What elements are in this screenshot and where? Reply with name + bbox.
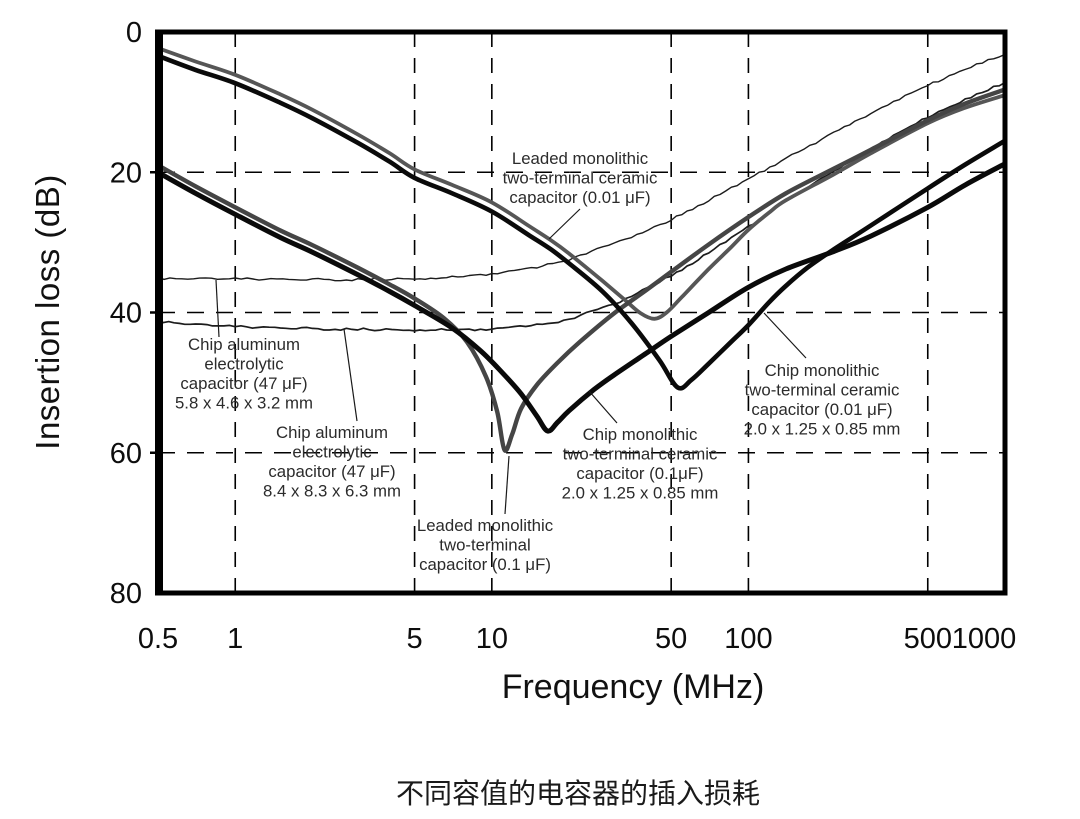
label-chip-001-line-3: capacitor (0.01 μF): [751, 400, 892, 419]
leader-label-chip-001: [763, 312, 807, 359]
tick-label-y-60: 60: [110, 438, 142, 470]
tick-label-x-100: 100: [724, 623, 772, 655]
tick-label-y-80: 80: [110, 578, 142, 610]
label-electro-small-line-3: capacitor (47 μF): [180, 374, 307, 393]
label-electro-small-line-4: 5.8 x 4.6 x 3.2 mm: [175, 394, 313, 413]
label-chip-001-line-4: 2.0 x 1.25 x 0.85 mm: [744, 420, 901, 439]
label-chip-01-line-3: capacitor (0.1μF): [576, 464, 703, 483]
tick-label-x-0.5: 0.5: [138, 623, 178, 655]
label-chip-001-line-1: Chip monolithic: [765, 361, 880, 380]
figure-caption: 不同容值的电容器的插入损耗: [395, 779, 760, 810]
leader-label-leaded-01: [504, 455, 510, 515]
tick-label-x-50: 50: [655, 623, 687, 655]
leader-label-chip-01: [588, 390, 618, 424]
annotation-label-electro-large: Chip aluminum electrolytic capacitor (47 μ…: [263, 423, 401, 501]
curve-electro-small: [160, 54, 1003, 282]
label-leaded-01-line-1: Leaded monolithic: [417, 516, 553, 535]
label-leaded-001-line-3: capacitor (0.01 μF): [509, 188, 650, 207]
tick-label-x-10: 10: [476, 623, 508, 655]
curve-leaded-001: [160, 46, 1003, 321]
leader-label-electro-small: [215, 279, 220, 338]
label-leaded-001-line-1: Leaded monolithic: [512, 149, 648, 168]
label-leaded-01-line-3: capacitor (0.1 μF): [419, 555, 551, 574]
annotation-label-leaded-001: Leaded monolithic two-terminal ceramic cap…: [503, 149, 658, 207]
leader-label-electro-large: [343, 328, 358, 422]
label-electro-small-line-1: Chip aluminum: [188, 335, 300, 354]
label-electro-large-line-3: capacitor (47 μF): [268, 462, 395, 481]
annotation-label-chip-001: Chip monolithic two-terminal ceramic capac…: [744, 361, 901, 439]
tick-label-y-0: 0: [126, 17, 142, 49]
tick-label-x-500: 500: [904, 623, 952, 655]
annotation-label-chip-01: Chip monolithic two-terminal ceramic capac…: [562, 425, 719, 503]
label-leaded-001-line-2: two-terminal ceramic: [503, 169, 658, 188]
label-chip-01-line-2: two-terminal ceramic: [563, 445, 718, 464]
curve-chip-001: [160, 54, 1003, 391]
tick-label-y-40: 40: [110, 298, 142, 330]
label-electro-large-line-1: Chip aluminum: [276, 423, 388, 442]
label-chip-01-line-1: Chip monolithic: [583, 425, 698, 444]
curve-chip-01: [160, 162, 1003, 434]
x-axis-title: Frequency (MHz): [501, 668, 765, 706]
annotation-label-leaded-01: Leaded monolithic two-terminal capacitor (…: [417, 516, 553, 574]
label-electro-small-line-2: electrolytic: [204, 355, 283, 374]
label-electro-large-line-2: electrolytic: [292, 443, 371, 462]
label-chip-01-line-4: 2.0 x 1.25 x 0.85 mm: [562, 484, 719, 503]
tick-label-x-1000: 1000: [952, 623, 1017, 655]
label-chip-001-line-2: two-terminal ceramic: [745, 381, 900, 400]
label-leaded-01-line-2: two-terminal: [439, 536, 530, 555]
tick-label-x-1: 1: [227, 623, 243, 655]
tick-label-y-20: 20: [110, 157, 142, 189]
curve-leaded-01: [160, 88, 1003, 453]
y-axis-title: Insertion loss (dB): [29, 174, 66, 450]
label-electro-large-line-4: 8.4 x 8.3 x 6.3 mm: [263, 482, 401, 501]
leader-label-leaded-001: [548, 208, 581, 240]
annotation-label-electro-small: Chip aluminum electrolytic capacitor (47 μ…: [175, 335, 313, 413]
tick-label-x-5: 5: [407, 623, 423, 655]
